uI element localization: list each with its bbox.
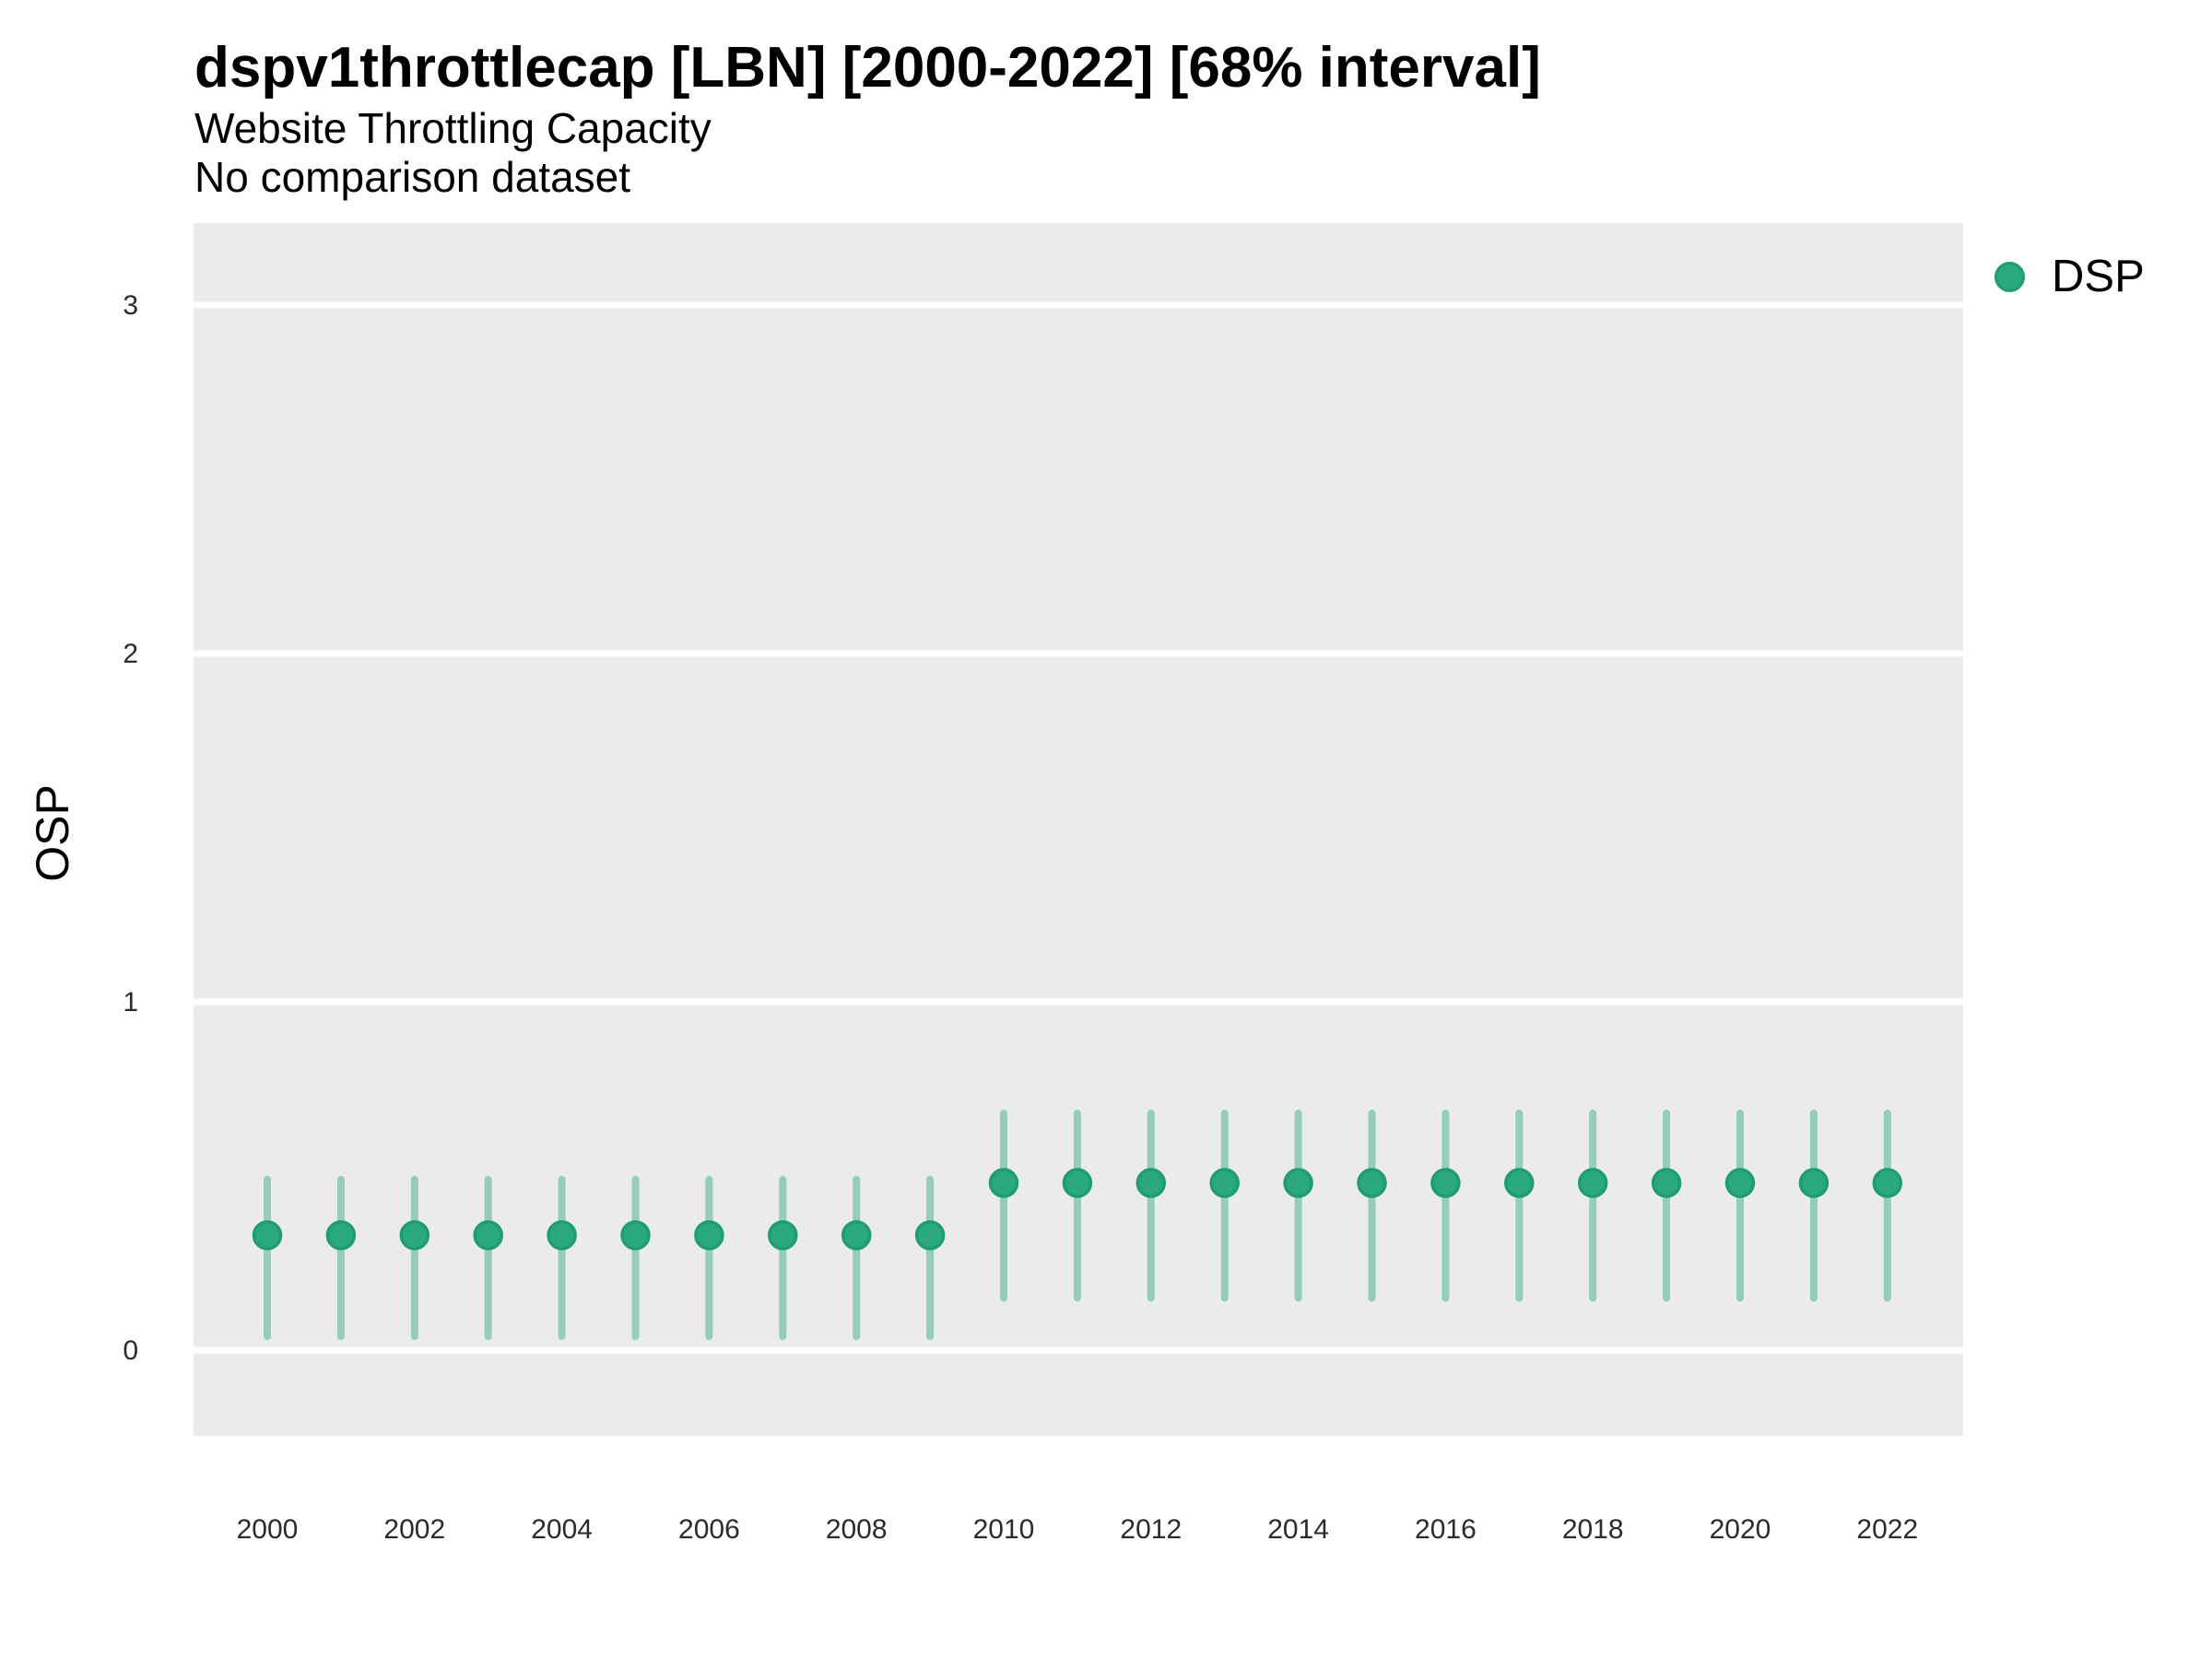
point-2011: [1062, 1168, 1093, 1198]
gridline-y-0: [194, 1347, 1963, 1354]
point-2001: [325, 1220, 357, 1251]
point-2015: [1357, 1168, 1387, 1198]
point-2017: [1504, 1168, 1535, 1198]
gridline-y-2: [194, 650, 1963, 657]
point-2009: [914, 1220, 946, 1251]
y-axis-title: OSP: [27, 784, 78, 882]
chart-subtitle: Website Throttling Capacity: [194, 104, 712, 152]
point-2008: [841, 1220, 872, 1251]
y-tick-label-1: 1: [123, 987, 138, 1018]
point-2003: [473, 1220, 503, 1251]
x-tick-label-2018: 2018: [1562, 1514, 1624, 1545]
point-2010: [988, 1168, 1019, 1198]
legend: DSP: [1994, 249, 2145, 304]
point-2019: [1651, 1168, 1682, 1198]
chart-title: dspv1throttlecap [LBN] [2000-2022] [68% …: [194, 36, 1541, 100]
point-2005: [620, 1220, 651, 1251]
x-tick-label-2016: 2016: [1415, 1514, 1477, 1545]
x-tick-label-2004: 2004: [531, 1514, 593, 1545]
point-2007: [768, 1220, 798, 1251]
x-tick-label-2022: 2022: [1856, 1514, 1918, 1545]
point-2000: [252, 1220, 283, 1251]
x-tick-label-2008: 2008: [826, 1514, 888, 1545]
x-tick-label-2000: 2000: [237, 1514, 299, 1545]
point-2022: [1872, 1168, 1903, 1198]
y-tick-label-2: 2: [123, 639, 138, 669]
point-2016: [1430, 1168, 1461, 1198]
point-2004: [547, 1220, 577, 1251]
point-2012: [1135, 1168, 1167, 1198]
point-2020: [1724, 1168, 1756, 1198]
x-tick-label-2006: 2006: [678, 1514, 740, 1545]
x-tick-label-2010: 2010: [973, 1514, 1035, 1545]
point-2018: [1577, 1168, 1608, 1198]
point-2014: [1283, 1168, 1313, 1198]
gridline-y-3: [194, 301, 1963, 309]
point-2006: [694, 1220, 724, 1251]
y-tick-label-3: 3: [123, 290, 138, 321]
comparison-note: No comparison dataset: [194, 153, 631, 201]
legend-dsp-label: DSP: [2052, 252, 2145, 301]
point-2021: [1798, 1168, 1830, 1198]
x-tick-label-2012: 2012: [1120, 1514, 1182, 1545]
gridline-y-1: [194, 998, 1963, 1006]
x-tick-label-2002: 2002: [383, 1514, 445, 1545]
x-tick-label-2020: 2020: [1710, 1514, 1771, 1545]
point-2002: [399, 1220, 430, 1251]
y-tick-label-0: 0: [123, 1335, 138, 1366]
x-tick-label-2014: 2014: [1267, 1514, 1329, 1545]
point-2013: [1209, 1168, 1240, 1198]
legend-dsp-dot-icon: [1994, 261, 2025, 292]
